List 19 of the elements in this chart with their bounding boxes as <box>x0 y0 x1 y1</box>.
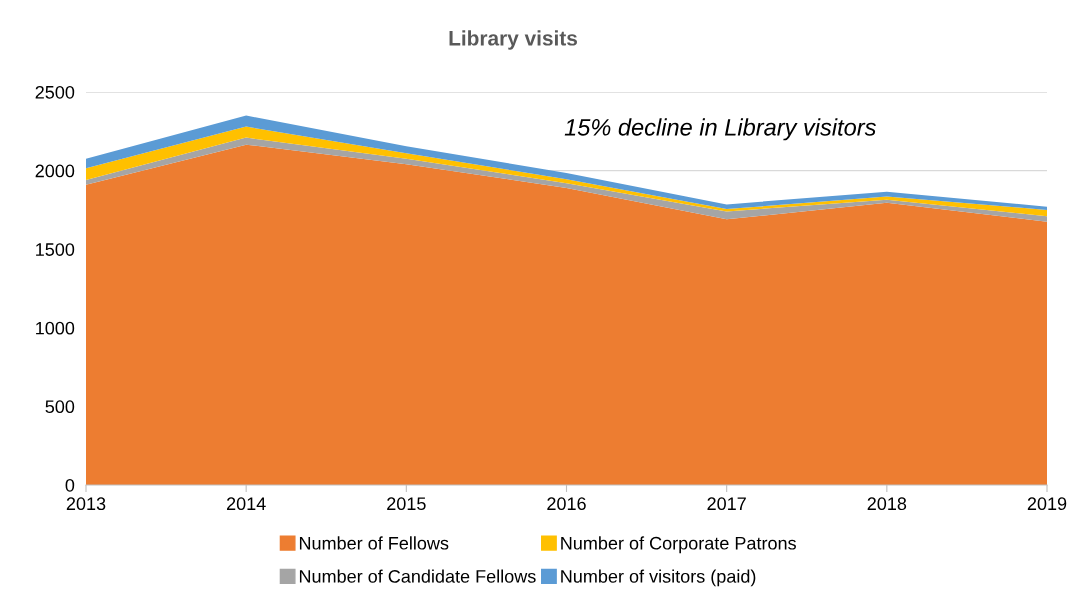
y-tick-label: 2000 <box>35 164 75 178</box>
y-tick-label: 0 <box>65 478 75 492</box>
legend-label: Number of Candidate Fellows <box>299 569 536 583</box>
legend-label: Number of Fellows <box>299 536 449 550</box>
x-tick-label: 2014 <box>226 497 266 511</box>
x-tick-label: 2013 <box>66 497 106 511</box>
x-tick-label: 2017 <box>707 497 746 511</box>
x-tick-label: 2016 <box>547 497 586 511</box>
y-tick-label: 2500 <box>35 85 75 99</box>
x-tick-label: 2019 <box>1027 497 1067 511</box>
annotation: 15% decline in Library visitors <box>564 118 876 141</box>
legend-label: Number of visitors (paid) <box>561 569 756 587</box>
x-tick-label: 2015 <box>387 497 426 511</box>
y-tick-label: 1500 <box>36 243 75 256</box>
y-tick-label: 500 <box>45 400 75 414</box>
y-tick-label: 1000 <box>36 321 75 335</box>
x-tick-label: 2018 <box>867 497 907 511</box>
chart-title: Library visits <box>449 30 577 50</box>
legend-label: Number of Corporate Patrons <box>561 536 796 554</box>
